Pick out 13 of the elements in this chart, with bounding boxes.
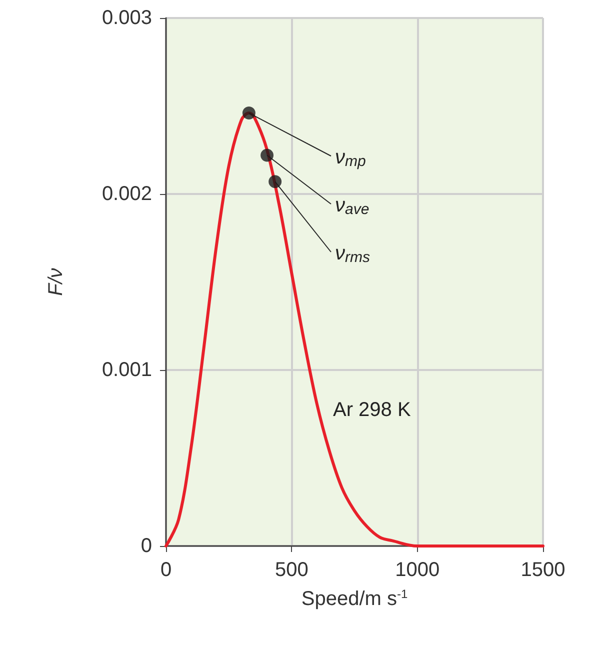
point (242, 106, 256, 120)
y-tick-label: 0 (140, 535, 152, 557)
point (260, 148, 274, 162)
y-tick-label: 0.001 (102, 359, 152, 381)
point (268, 175, 282, 188)
y-tick-label: 0.003 (102, 7, 152, 29)
y-tick-label: 0.002 (102, 183, 152, 205)
x-tick-label: 1500 (520, 559, 566, 581)
annotation: Ar 298 K (333, 399, 412, 421)
y-axis-title: F/ν (45, 268, 67, 296)
x-tick-label: 500 (274, 559, 308, 581)
x-tick-label: 0 (160, 559, 172, 581)
x-tick-label: 1000 (395, 559, 440, 581)
